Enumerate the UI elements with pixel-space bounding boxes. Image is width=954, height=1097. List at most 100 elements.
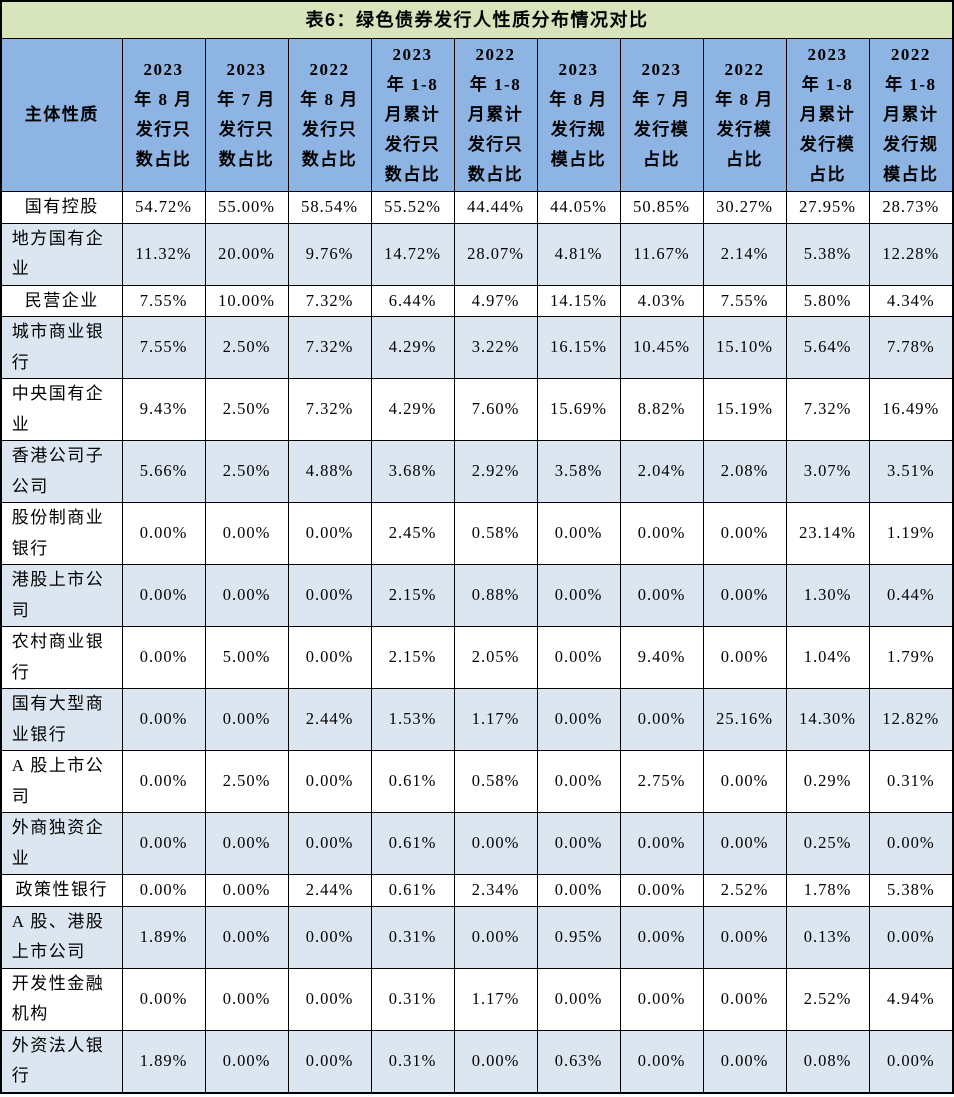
value-cell: 0.00% [287, 626, 372, 689]
row-label: 城市商业银行 [11, 322, 105, 372]
value-cell: 0.61% [370, 874, 455, 907]
column-header-line: 模占比 [550, 150, 607, 169]
row-label-cell: 股份制商业银行 [1, 502, 123, 565]
value-cell: 10.45% [619, 316, 704, 379]
value-cell: 0.00% [121, 564, 206, 627]
value-cell: 0.00% [868, 1029, 953, 1092]
value-cell: 0.61% [370, 750, 455, 813]
value-cell: 16.49% [868, 378, 953, 441]
value-cell: 0.00% [702, 626, 787, 689]
value-cell: 0.00% [453, 812, 538, 875]
value-cell: 50.85% [619, 191, 704, 224]
value-cell: 0.00% [536, 967, 621, 1031]
value-cell: 0.00% [204, 812, 289, 875]
value-cell: 4.94% [868, 967, 953, 1031]
column-header-line: 发行模 [799, 135, 856, 154]
column-header-label: 主体性质 [24, 105, 99, 124]
table-row: 地方国有企业 11.32% 20.00% 9.76% 14.72% 28.07% 4.81%… [1, 222, 953, 286]
column-header-line: 年 7 月 [217, 90, 276, 109]
row-label: 民营企业 [24, 290, 99, 310]
column-header-line: 发行只 [467, 135, 524, 154]
row-label-cell: 开发性金融机构 [1, 967, 123, 1031]
column-header-line: 发行只 [301, 120, 358, 139]
value-cell: 0.44% [868, 564, 953, 627]
value-cell: 2.50% [204, 750, 289, 813]
value-cell: 0.00% [619, 812, 704, 875]
row-label: 农村商业银行 [11, 632, 105, 682]
value-cell: 2.44% [287, 874, 372, 907]
value-cell: 1.89% [121, 905, 206, 969]
row-label: 中央国有企业 [11, 384, 105, 434]
column-header-line: 2022 [475, 45, 516, 64]
column-header-line: 数占比 [218, 150, 275, 169]
value-cell: 0.88% [453, 564, 538, 627]
value-cell: 0.00% [536, 564, 621, 627]
value-cell: 1.78% [785, 874, 870, 907]
value-cell: 2.45% [370, 502, 455, 565]
value-cell: 14.72% [370, 222, 455, 286]
value-cell: 7.78% [868, 316, 953, 379]
value-cell: 0.00% [702, 905, 787, 969]
table-row: 民营企业 7.55% 10.00% 7.32% 6.44% 4.97% 14.15% 4.03… [1, 284, 953, 317]
value-cell: 0.58% [453, 750, 538, 813]
column-header-line: 2023 [641, 60, 682, 79]
value-cell: 0.00% [121, 967, 206, 1031]
value-cell: 0.00% [204, 1029, 289, 1092]
row-label: A 股、港股上市公司 [11, 911, 105, 962]
value-cell: 0.00% [702, 1029, 787, 1092]
column-header-line: 发行只 [135, 120, 192, 139]
column-header-line: 年 8 月 [134, 90, 193, 109]
value-cell: 2.14% [702, 222, 787, 286]
column-header-line: 2023 [143, 60, 184, 79]
value-cell: 0.00% [536, 688, 621, 751]
value-cell: 55.00% [204, 191, 289, 224]
value-cell: 7.60% [453, 378, 538, 441]
table-title: 表6：绿色债券发行人性质分布情况对比 [1, 1, 953, 39]
row-label-cell: 国有大型商业银行 [1, 688, 123, 751]
row-label-cell: 中央国有企业 [1, 378, 123, 441]
value-cell: 3.22% [453, 316, 538, 379]
table-row: 股份制商业银行 0.00% 0.00% 0.00% 2.45% 0.58% 0.00% 0.0… [1, 502, 953, 565]
value-cell: 7.32% [785, 378, 870, 441]
column-header-line: 模占比 [883, 165, 939, 184]
value-cell: 0.00% [204, 967, 289, 1031]
row-label-cell: 外商独资企业 [1, 812, 123, 875]
column-header-line: 2022 [309, 60, 350, 79]
value-cell: 15.69% [536, 378, 621, 441]
value-cell: 54.72% [121, 191, 206, 224]
value-cell: 2.05% [453, 626, 538, 689]
row-label-cell: 农村商业银行 [1, 626, 123, 689]
column-header-line: 年 1-8 [885, 75, 937, 94]
column-header-1: 2023 年 8 月发行只 数占比 [121, 38, 206, 192]
value-cell: 1.79% [868, 626, 953, 689]
value-cell: 27.95% [785, 191, 870, 224]
row-label: 股份制商业银行 [11, 508, 105, 558]
value-cell: 2.08% [702, 440, 787, 503]
column-header-line: 年 8 月 [715, 90, 774, 109]
table-body: 国有控股 54.72% 55.00% 58.54% 55.52% 44.44% 44.05%… [1, 191, 953, 1092]
value-cell: 4.88% [287, 440, 372, 503]
value-cell: 7.55% [121, 284, 206, 317]
value-cell: 0.00% [536, 874, 621, 907]
row-label: 外商独资企业 [11, 818, 105, 868]
row-label: 外资法人银行 [11, 1035, 105, 1086]
value-cell: 0.00% [287, 1029, 372, 1092]
value-cell: 44.44% [453, 191, 538, 224]
value-cell: 4.97% [453, 284, 538, 317]
value-cell: 2.75% [619, 750, 704, 813]
value-cell: 2.50% [204, 316, 289, 379]
value-cell: 0.00% [619, 564, 704, 627]
column-header-line: 月累计 [799, 105, 856, 124]
column-header-7: 2023 年 7 月发行模 占比 [619, 38, 704, 192]
column-header-line: 2022 [724, 60, 765, 79]
value-cell: 4.29% [370, 316, 455, 379]
value-cell: 6.44% [370, 284, 455, 317]
value-cell: 3.58% [536, 440, 621, 503]
value-cell: 23.14% [785, 502, 870, 565]
value-cell: 0.25% [785, 812, 870, 875]
value-cell: 0.00% [619, 502, 704, 565]
value-cell: 0.00% [702, 812, 787, 875]
table-row: 政策性银行 0.00% 0.00% 2.44% 0.61% 2.34% 0.00% 0.00%… [1, 874, 953, 907]
column-header-line: 占比 [809, 165, 846, 184]
